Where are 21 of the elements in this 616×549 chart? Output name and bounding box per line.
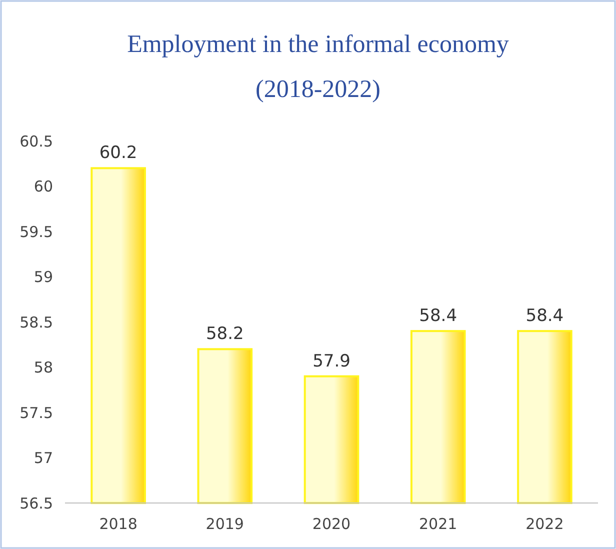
x-tick-label: 2019 xyxy=(206,515,244,533)
x-tick-label: 2022 xyxy=(526,515,564,533)
y-tick-label: 56.5 xyxy=(20,494,53,512)
y-tick-label: 57.5 xyxy=(20,404,53,422)
x-tick-label: 2020 xyxy=(312,515,351,533)
x-tick-label: 2018 xyxy=(99,515,138,533)
data-label: 57.9 xyxy=(312,351,350,372)
data-label: 60.2 xyxy=(99,143,138,164)
chart-title: Employment in the informal economy xyxy=(127,31,510,58)
x-tick-label: 2021 xyxy=(419,515,458,533)
y-tick-label: 58.5 xyxy=(20,313,53,332)
y-tick-label: 60 xyxy=(34,178,53,196)
y-tick-label: 59 xyxy=(34,268,53,286)
data-label: 58.2 xyxy=(206,324,244,344)
y-tick-label: 58 xyxy=(34,358,53,376)
data-label: 58.4 xyxy=(526,306,564,326)
y-tick-label: 59.5 xyxy=(20,222,53,241)
chart-subtitle: (2018-2022) xyxy=(256,76,380,103)
data-label: 58.4 xyxy=(419,306,458,326)
y-tick-label: 60.5 xyxy=(20,132,53,150)
y-tick-label: 57 xyxy=(34,449,53,467)
